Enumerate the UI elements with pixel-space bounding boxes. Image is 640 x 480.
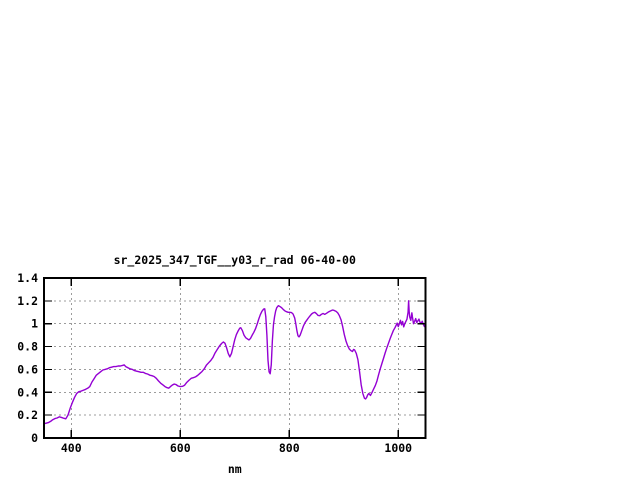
axis-ticks [45,277,425,439]
y-tick-label: 0.4 [17,385,38,399]
x-tick-label: 600 [170,441,191,455]
data-curve-layer [43,300,426,425]
y-tick-label: 0.6 [17,362,38,376]
y-tick-label: 1 [31,317,38,331]
x-tick-label: 1000 [384,441,412,455]
plot-border [43,277,427,439]
x-axis-label: nm [228,462,242,476]
tick-labels: 400 600 800 1000 0 0.2 0.4 0.6 0.8 1 1.2 1.4 [17,271,412,455]
y-tick-label: 0 [31,431,38,445]
spectrum-line [43,300,426,425]
y-tick-label: 0.2 [17,408,38,422]
x-tick-label: 400 [61,441,82,455]
grid-lines [44,278,426,438]
chart-title: sr_2025_347_TGF__y03_r_rad 06-40-00 [114,253,356,268]
y-tick-label: 1.4 [17,271,38,285]
y-tick-label: 0.8 [17,340,38,354]
x-tick-label: 800 [279,441,300,455]
y-tick-label: 1.2 [17,294,38,308]
